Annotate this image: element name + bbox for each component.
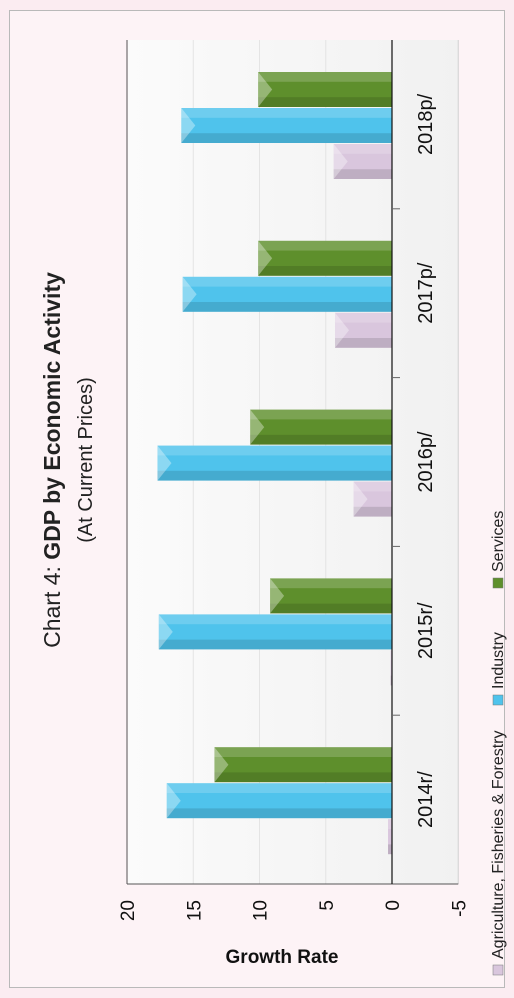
bar <box>157 445 392 481</box>
legend-label: Industry <box>490 632 507 689</box>
legend-swatch <box>492 964 504 976</box>
y-tick-label: 15 <box>184 900 205 921</box>
chart-title: Chart 4: GDP by Economic Activity <box>39 272 65 648</box>
y-tick-label: 10 <box>251 900 272 921</box>
category-label: 2014r/ <box>415 771 437 828</box>
category-ticks <box>392 208 400 716</box>
bar <box>214 747 392 783</box>
category-label: 2017p/ <box>415 262 437 324</box>
bar <box>182 276 392 312</box>
bar <box>388 819 392 855</box>
bar <box>250 409 392 445</box>
category-label: 2018p/ <box>415 93 437 155</box>
bars <box>157 72 393 855</box>
y-axis-label: Growth Rate <box>226 947 339 968</box>
bar <box>335 312 392 348</box>
category-labels: 2014r/2015r/2016p/2017p/2018p/ <box>415 93 437 828</box>
bar <box>258 240 392 276</box>
y-tick-label: -5 <box>449 900 470 917</box>
category-label: 2016p/ <box>415 431 437 493</box>
bar <box>258 72 392 107</box>
legend: Agriculture, Fisheries & Forestry Industr… <box>490 511 507 976</box>
legend-label: Agriculture, Fisheries & Forestry <box>490 730 507 959</box>
y-tick-label: 0 <box>383 900 404 911</box>
chart-subtitle: (At Current Prices) <box>75 377 97 543</box>
bar <box>353 481 392 517</box>
category-label: 2015r/ <box>415 602 437 659</box>
legend-item: Industry <box>490 632 507 706</box>
legend-swatch <box>492 694 504 706</box>
legend-item: Agriculture, Fisheries & Forestry <box>490 730 507 976</box>
bar <box>181 108 392 143</box>
legend-swatch <box>492 577 504 589</box>
bar <box>166 783 392 819</box>
legend-item: Services <box>490 511 507 589</box>
y-tick-label: 5 <box>317 900 338 911</box>
y-tick-labels: 20 15 10 5 0 -5 <box>118 900 470 921</box>
bar <box>270 578 392 614</box>
legend-label: Services <box>490 511 507 572</box>
bar <box>158 614 392 650</box>
bar <box>333 144 392 179</box>
y-tick-label: 20 <box>118 900 139 921</box>
